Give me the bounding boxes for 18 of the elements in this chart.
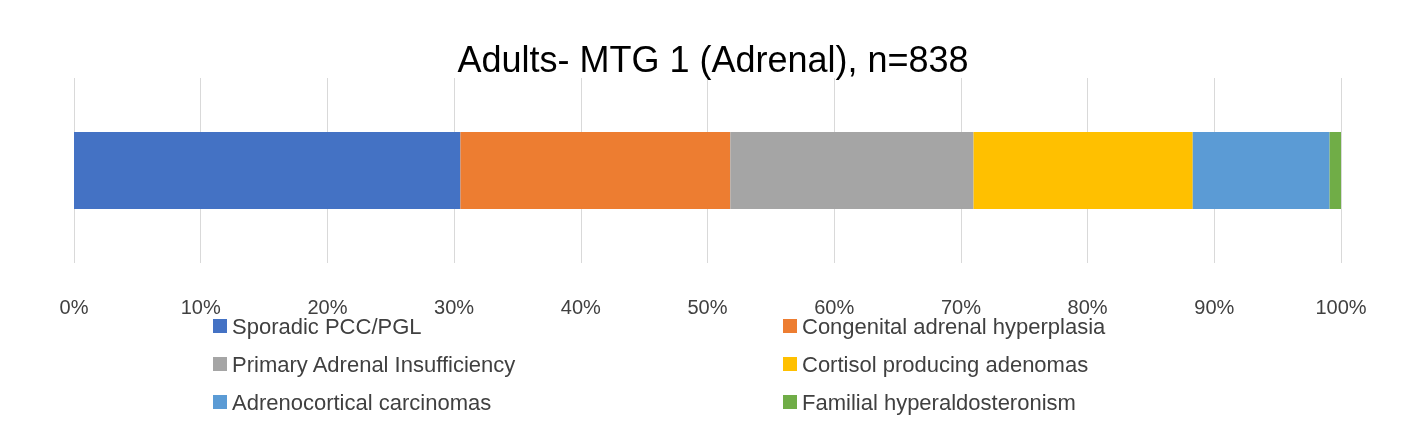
x-tick-label: 0%	[59, 296, 89, 318]
legend-label: Primary Adrenal Insufficiency	[232, 351, 516, 377]
x-tick-label: 10%	[180, 296, 221, 318]
x-tick-label: 40%	[560, 296, 602, 318]
x-tick-label: 50%	[687, 296, 728, 318]
x-tick-label: 90%	[1194, 296, 1235, 318]
bar	[1192, 132, 1330, 209]
legend-label: Familial hyperaldosteronism	[802, 389, 1076, 415]
chart-title: Adults- MTG 1 (Adrenal), n=838	[457, 38, 969, 80]
bar	[1329, 132, 1341, 209]
x-tick-label: 30%	[434, 296, 475, 318]
legend-label: Cortisol producing adenomas	[802, 351, 1089, 377]
bar	[730, 132, 974, 209]
bar	[460, 132, 731, 209]
legend-label: Adrenocortical carcinomas	[232, 389, 492, 415]
x-tick-label: 100%	[1315, 296, 1367, 318]
bar	[74, 132, 461, 209]
bar	[973, 132, 1193, 209]
